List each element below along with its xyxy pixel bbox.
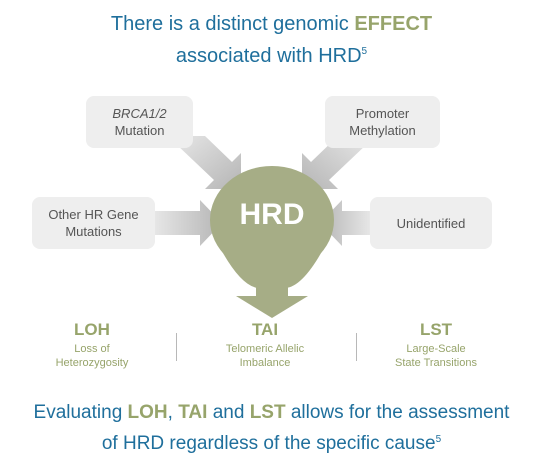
title-effect: EFFECT [354,13,433,35]
metric-tai-abbr: TAI [251,320,279,339]
cause-box-unidentified: Unidentified [370,197,492,249]
footer-rest: allows for the assessment [285,402,510,423]
title-line2-text: associated with HRD [175,45,362,67]
cause-box-brca: BRCA1/2 Mutation [86,96,193,148]
hrd-label: HRD [239,198,305,231]
title-prefix: There is a distinct genomic [110,13,355,35]
metric-tai-desc-2: Imbalance [239,357,291,369]
footer-line-2: of HRD regardless of the specific cause5 [0,427,543,457]
metric-tai: TAI Telomeric Allelic Imbalance [190,320,340,370]
footer-comma: , [167,402,179,423]
arrow-other-to-hrd [155,200,222,246]
hrd-shape [210,166,334,318]
footer-line-1: Evaluating LOH, TAI and LST allows for t… [0,400,543,426]
cause-box-other-hr: Other HR Gene Mutations [32,197,155,249]
methylation-label: Methylation [349,123,416,138]
unidentified-label: Unidentified [396,215,466,231]
cause-box-promoter: Promoter Methylation [325,96,440,148]
metric-loh-abbr: LOH [74,320,110,339]
footer-loh: LOH [127,402,168,423]
arrow-promoter-to-hrd [302,136,367,189]
separator [176,333,177,361]
metric-lst-desc-2: State Transitions [395,357,477,369]
footer-line2-text: of HRD regardless of the specific cause [101,433,436,454]
title-line-2: associated with HRD5 [0,38,543,70]
metric-tai-desc-1: Telomeric Allelic [225,343,305,355]
separator [356,333,357,361]
title-footnote: 5 [361,46,368,57]
metric-lst: LST Large-Scale State Transitions [361,320,511,370]
footer-tai: TAI [178,402,208,423]
metric-loh: LOH Loss of Heterozygosity [17,320,167,370]
other-hr-label: Other HR Gene [48,207,139,222]
metric-lst-abbr: LST [419,320,453,339]
metric-lst-desc-1: Large-Scale [406,343,466,355]
footer-footnote: 5 [435,434,442,445]
promoter-label: Promoter [355,106,410,121]
footer-prefix: Evaluating [33,402,128,423]
brca-label: BRCA1/2 [112,106,167,121]
title-line-1: There is a distinct genomic EFFECT [0,10,543,38]
arrow-brca-to-hrd [176,136,241,189]
footer-and: and [207,402,250,423]
footer-lst: LST [249,402,286,423]
metric-loh-desc-1: Loss of [74,343,110,355]
metric-loh-desc-2: Heterozygosity [55,357,129,369]
brca-mutation-label: Mutation [114,123,165,138]
other-mutations-label: Mutations [65,224,122,239]
